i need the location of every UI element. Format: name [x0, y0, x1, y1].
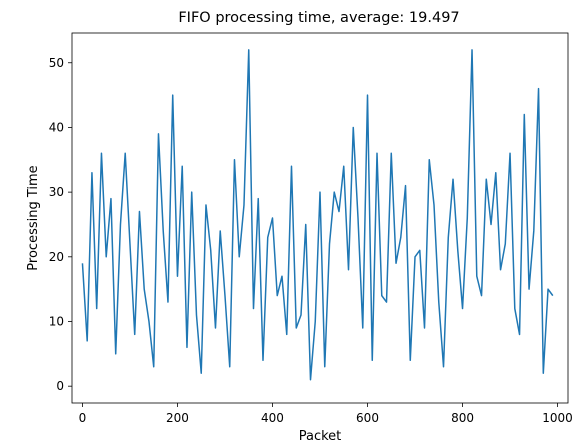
y-tick-label: 50 [49, 56, 64, 70]
processing-time-series-line [81, 49, 554, 381]
y-tick-label: 0 [56, 379, 64, 393]
y-tick-label: 20 [49, 250, 64, 264]
x-tick-label: 600 [356, 411, 379, 425]
x-tick-label: 400 [261, 411, 284, 425]
y-axis-label: Processing Time [26, 165, 41, 270]
y-tick-label: 30 [49, 185, 64, 199]
chart-title: FIFO processing time, average: 19.497 [178, 10, 459, 26]
x-tick-label: 200 [166, 411, 189, 425]
plot-frame [71, 32, 569, 404]
x-tick-label: 800 [451, 411, 474, 425]
x-tick-label: 1000 [542, 411, 573, 425]
y-tick-label: 10 [49, 314, 64, 328]
x-axis: 0 200 400 600 800 1000 [79, 403, 573, 425]
x-axis-label: Packet [299, 429, 342, 444]
y-axis: 0 10 20 30 40 50 [49, 56, 72, 393]
x-tick-label: 0 [79, 411, 87, 425]
y-tick-label: 40 [49, 120, 64, 134]
